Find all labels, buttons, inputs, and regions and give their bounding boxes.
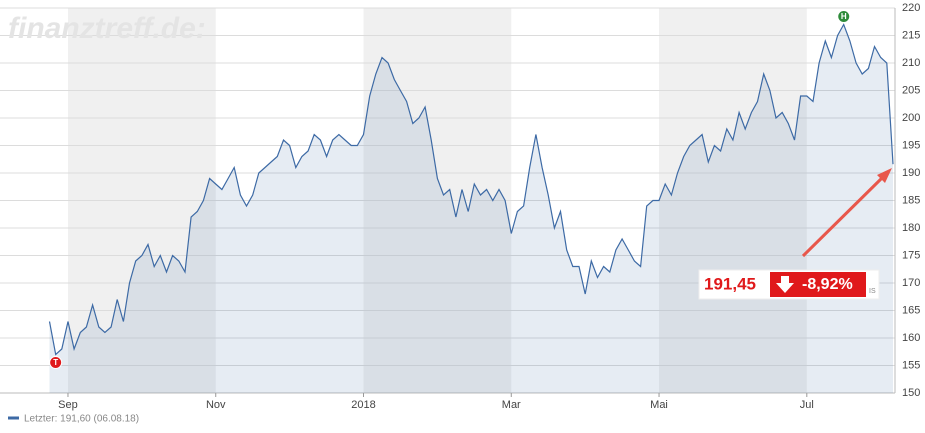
x-tick-label: Jul (800, 399, 814, 411)
y-tick-label: 220 (902, 2, 920, 14)
y-tick-label: 205 (902, 84, 920, 96)
low-marker-label: T (53, 358, 58, 367)
legend-label: Letzter: 191,60 (06.08.18) (24, 414, 139, 425)
quote-price: 191,45 (704, 274, 756, 293)
y-tick-label: 155 (902, 359, 920, 371)
low-marker (49, 356, 63, 369)
x-tick-label: Sep (58, 399, 78, 411)
down-arrow (776, 276, 794, 293)
y-tick-label: 200 (902, 112, 920, 124)
area (49, 24, 893, 393)
pointer-arrow (801, 174, 886, 258)
high-marker (837, 10, 851, 23)
quote-suffix: IS (869, 288, 876, 295)
x-tick-label: Mai (650, 399, 668, 411)
x-tick-label: Nov (206, 399, 226, 411)
y-tick-label: 165 (902, 304, 920, 316)
x-tick-label: Mar (502, 399, 521, 411)
y-tick-label: 160 (902, 332, 920, 344)
y-tick-label: 175 (902, 249, 920, 261)
y-tick-label: 180 (902, 222, 920, 234)
pointer-arrow-head (877, 168, 892, 183)
price-line (48, 23, 894, 356)
y-tick-label: 150 (902, 387, 920, 399)
y-tick-label: 215 (902, 29, 920, 41)
y-tick-label: 210 (902, 57, 920, 69)
y-tick-label: 190 (902, 167, 920, 179)
watermark: finanztreff.de: (8, 12, 206, 45)
y-tick-label: 195 (902, 139, 920, 151)
x-tick-label: 2018 (351, 399, 375, 411)
y-tick-label: 185 (902, 194, 920, 206)
y-tick-label: 170 (902, 277, 920, 289)
high-marker-label: H (841, 12, 847, 21)
quote-change: -8,92% (802, 276, 853, 293)
